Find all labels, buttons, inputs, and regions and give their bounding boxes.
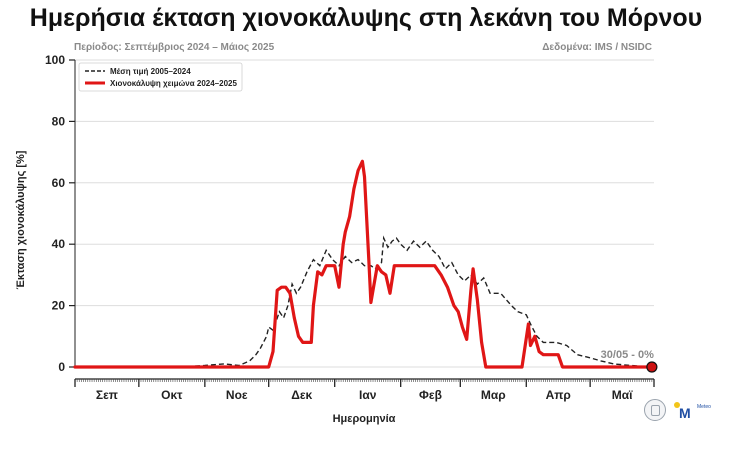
series: 30/05 - 0% — [73, 159, 658, 373]
tick-label-x-3: Δεκ — [291, 388, 312, 402]
end-annotation: 30/05 - 0% — [601, 349, 654, 361]
tick-label-y-100: 100 — [45, 53, 65, 67]
meteo-mark: M — [679, 405, 691, 421]
tick-label-x-0: Σεπ — [96, 388, 118, 402]
data-source: Δεδομένα: IMS / NSIDC — [542, 42, 652, 53]
tick-label-x-4: Ιαν — [359, 388, 377, 402]
university-seal-logo — [644, 399, 666, 421]
legend-label-mean: Μέση τιμή 2005–2024 — [110, 67, 191, 76]
series-line-mean — [75, 235, 652, 368]
legend-label-current: Χιονοκάλυψη χειμώνα 2024–2025 — [110, 79, 237, 88]
grid — [75, 59, 654, 368]
meteo-wordmark: Meteo — [697, 404, 711, 410]
x-axis-title: Ημερομηνία — [333, 413, 396, 425]
legend-box — [78, 62, 243, 92]
tick-label-y-20: 20 — [52, 299, 66, 313]
tick-label-y-40: 40 — [52, 237, 66, 251]
tick-label-x-6: Μαρ — [481, 388, 506, 402]
end-marker — [646, 361, 658, 373]
sun-icon — [674, 402, 680, 408]
tick-label-x-7: Απρ — [546, 388, 571, 402]
tick-label-x-2: Νοε — [226, 388, 248, 402]
tick-label-x-5: Φεβ — [419, 388, 442, 402]
tick-label-y-80: 80 — [52, 114, 66, 128]
tick-label-x-8: Μαϊ — [612, 388, 633, 402]
y-axis-title: Έκταση χιονοκάλυψης [%] — [15, 150, 27, 289]
tick-label-y-0: 0 — [58, 360, 65, 374]
meteo-logo: M Meteo — [673, 401, 713, 421]
series-line-current — [73, 159, 654, 369]
chart-subtitle: Περίοδος: Σεπτέμβριος 2024 – Μάιος 2025 — [74, 42, 275, 53]
tick-label-y-60: 60 — [52, 176, 66, 190]
axes: 0 20 40 60 80 100 Σεπ Οκτ Νοε Δεκ Ιαν Φεβ Μαρ Απρ Μαϊ — [45, 53, 655, 402]
legend: Μέση τιμή 2005–2024 Χιονοκάλυψη χειμώνα 2… — [78, 62, 243, 92]
chart-title: Ημερήσια έκταση χιονοκάλυψης στη λεκάνη … — [29, 4, 703, 32]
tick-label-x-1: Οκτ — [161, 388, 183, 402]
